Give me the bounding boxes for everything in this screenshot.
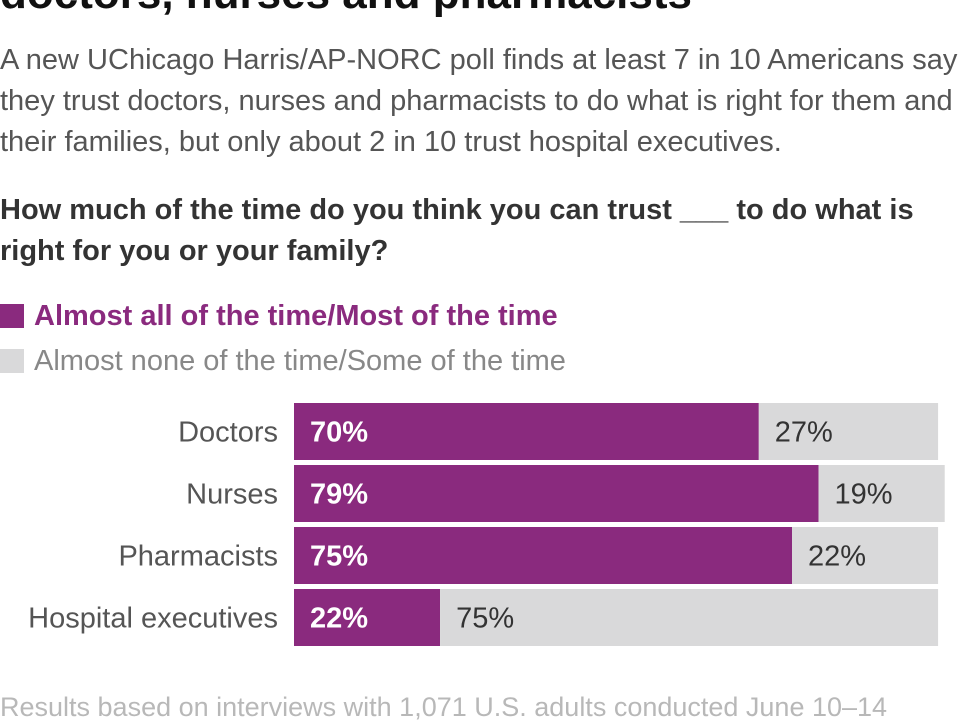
category-label-hospital-executives: Hospital executives xyxy=(28,603,278,635)
value-label-distrust-hospital-executives: 75% xyxy=(456,603,514,635)
bar-trust-doctors xyxy=(294,403,759,460)
value-label-distrust-doctors: 27% xyxy=(775,417,833,449)
category-label-nurses: Nurses xyxy=(186,479,278,511)
legend-item-trust: Almost all of the time/Most of the time xyxy=(0,298,558,334)
bar-distrust-nurses xyxy=(818,465,945,522)
bar-distrust-hospital-executives xyxy=(440,589,939,646)
value-label-trust-hospital-executives: 22% xyxy=(310,603,368,635)
legend-label-distrust: Almost none of the time/Some of the time xyxy=(34,344,566,377)
value-label-distrust-nurses: 19% xyxy=(835,479,893,511)
legend-label-trust: Almost all of the time/Most of the time xyxy=(34,299,558,332)
legend-swatch-trust xyxy=(0,304,24,328)
bar-trust-pharmacists xyxy=(294,527,792,584)
legend-item-distrust: Almost none of the time/Some of the time xyxy=(0,343,566,379)
survey-question: How much of the time do you think you ca… xyxy=(0,194,914,267)
intro-text: A new UChicago Harris/AP-NORC poll finds… xyxy=(0,44,958,158)
stacked-bar-chart: Doctors 70% 27% Nurses 79% 19% Pharmacists 75% 2… xyxy=(28,403,945,646)
page-title: doctors, nurses and pharmacists xyxy=(0,0,966,18)
category-label-pharmacists: Pharmacists xyxy=(118,541,278,573)
value-label-trust-nurses: 79% xyxy=(310,479,368,511)
bar-distrust-doctors xyxy=(758,403,939,460)
bar-trust-nurses xyxy=(294,465,819,522)
value-label-trust-doctors: 70% xyxy=(310,417,368,449)
value-label-distrust-pharmacists: 22% xyxy=(808,541,866,573)
value-label-trust-pharmacists: 75% xyxy=(310,541,368,573)
category-label-doctors: Doctors xyxy=(178,417,278,449)
source-note: Results based on interviews with 1,071 U… xyxy=(0,692,888,722)
bar-distrust-pharmacists xyxy=(792,527,939,584)
legend-swatch-distrust xyxy=(0,349,24,373)
bar-trust-hospital-executives xyxy=(294,589,441,646)
